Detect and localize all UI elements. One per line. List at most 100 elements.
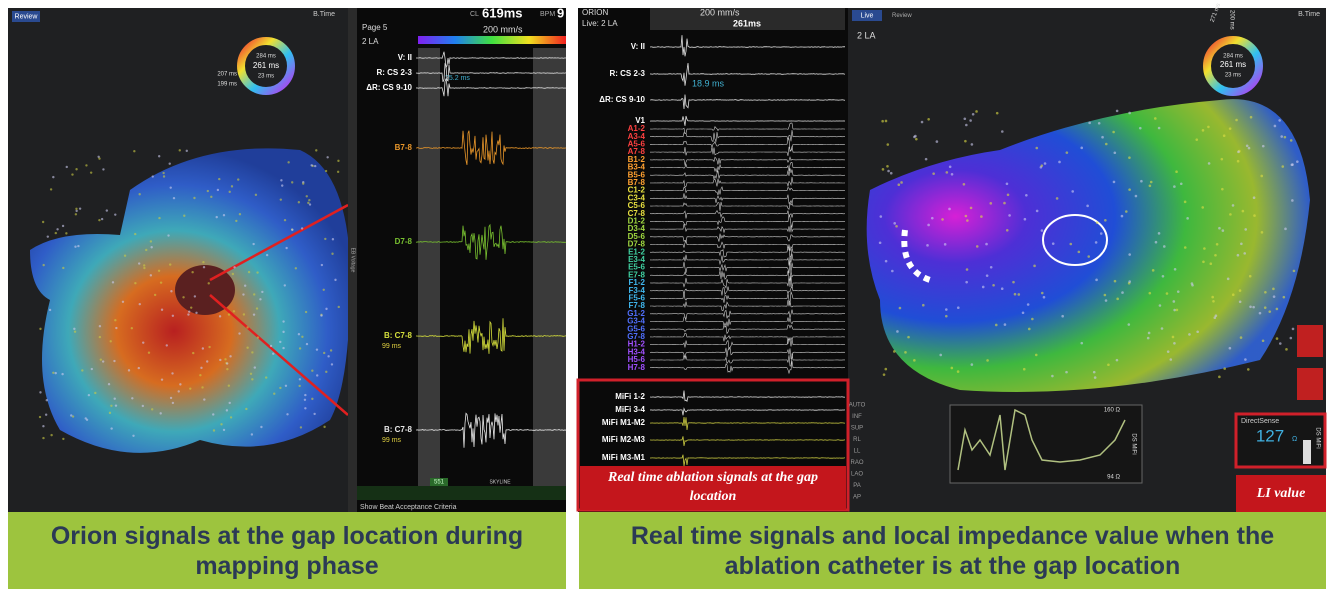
point: [1195, 138, 1198, 141]
point: [1128, 156, 1131, 159]
point: [1001, 130, 1004, 133]
point: [233, 310, 235, 312]
review[interactable]: Review: [892, 13, 912, 19]
point: [231, 185, 233, 187]
point: [1201, 206, 1204, 209]
speed: 200 mm/s: [483, 24, 523, 34]
point: [1105, 143, 1108, 146]
view-button[interactable]: LAO: [851, 472, 863, 478]
point: [1246, 144, 1249, 147]
trace-label: B: C7-8: [384, 331, 413, 340]
point: [279, 387, 281, 389]
point: [148, 352, 150, 354]
point: [1240, 336, 1243, 339]
point: [139, 303, 141, 305]
point: [291, 229, 293, 231]
point: [879, 241, 882, 244]
point: [1259, 312, 1262, 315]
point: [1290, 337, 1293, 340]
view-button[interactable]: AUTO: [849, 403, 866, 409]
point: [255, 194, 257, 196]
point: [188, 310, 190, 312]
view-button[interactable]: INF: [852, 414, 862, 420]
point: [1056, 197, 1059, 200]
point: [1212, 300, 1215, 303]
point: [260, 426, 262, 428]
point: [302, 182, 304, 184]
point: [243, 313, 245, 315]
view-button[interactable]: AP: [853, 495, 861, 501]
point: [1281, 165, 1284, 168]
point: [989, 202, 992, 205]
point: [965, 215, 968, 218]
point: [301, 227, 303, 229]
point: [1274, 125, 1277, 128]
annotation: Real time ablation signals at the gap lo…: [586, 468, 840, 506]
point: [320, 314, 322, 316]
point: [65, 232, 67, 234]
point: [1052, 242, 1055, 245]
point: [1176, 309, 1179, 312]
point: [1180, 182, 1183, 185]
point: [142, 405, 144, 407]
side-button[interactable]: [1297, 368, 1323, 400]
view-button[interactable]: SUP: [851, 426, 863, 432]
point: [217, 189, 219, 191]
point: [256, 307, 258, 309]
point: [1080, 342, 1083, 345]
point: [133, 150, 135, 152]
point: [77, 245, 79, 247]
point: [226, 368, 228, 370]
point: [52, 176, 54, 178]
point: [114, 319, 116, 321]
point: [1150, 181, 1153, 184]
point: [1284, 136, 1287, 139]
view-button[interactable]: PA: [853, 483, 861, 489]
point: [55, 372, 57, 374]
view-button[interactable]: LL: [854, 449, 861, 455]
mifi-label: MiFi 1-2: [615, 392, 645, 401]
view-button[interactable]: RL: [853, 437, 861, 443]
side-button[interactable]: [1297, 325, 1323, 357]
point: [134, 233, 136, 235]
point: [1116, 298, 1119, 301]
point: [1167, 350, 1170, 353]
trace-label: B7-8: [395, 143, 413, 152]
point: [1114, 280, 1117, 283]
point: [251, 351, 253, 353]
point: [1242, 210, 1245, 213]
point: [1104, 219, 1107, 222]
view-button[interactable]: RAO: [850, 460, 863, 466]
point: [1229, 347, 1232, 350]
point: [138, 367, 140, 369]
point: [182, 296, 184, 298]
point: [316, 374, 318, 376]
point: [907, 336, 910, 339]
point: [257, 336, 259, 338]
point: [1040, 164, 1043, 167]
point: [226, 362, 228, 364]
point: [1283, 296, 1286, 299]
point: [926, 244, 929, 247]
live: Live: [861, 12, 874, 19]
point: [965, 281, 968, 284]
point: [259, 298, 261, 300]
beat-criteria[interactable]: Show Beat Acceptance Criteria: [360, 504, 457, 511]
point: [1086, 205, 1089, 208]
point: [1114, 151, 1117, 154]
point: [114, 213, 116, 215]
point: [327, 355, 329, 357]
point: [1003, 202, 1006, 205]
point: [1023, 368, 1026, 371]
point: [55, 232, 57, 234]
point: [1218, 227, 1221, 230]
point: [971, 143, 974, 146]
trace-sub: 99 ms: [382, 437, 402, 444]
point: [251, 378, 253, 380]
point: [291, 181, 293, 183]
point: [265, 376, 267, 378]
point: [39, 328, 41, 330]
point: [1065, 371, 1068, 374]
point: [1100, 232, 1103, 235]
page: Page 5: [362, 23, 388, 32]
